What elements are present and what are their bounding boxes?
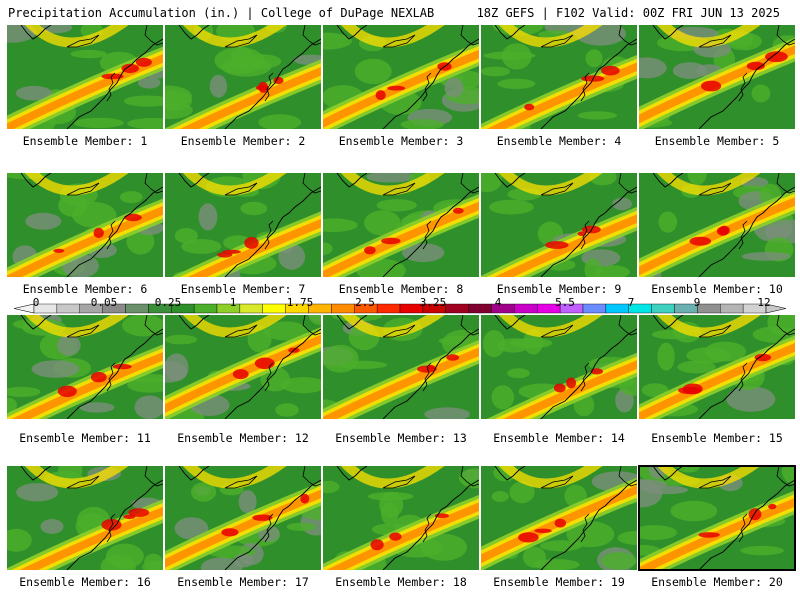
map-title: Precipitation Accumulation (in.) | Colle… <box>8 6 435 20</box>
colorbar-swatch <box>697 303 721 314</box>
precip-map <box>323 25 479 129</box>
ensemble-member-label: Ensemble Member: 7 <box>180 282 306 296</box>
precip-map <box>165 315 321 419</box>
ensemble-member-panel <box>7 315 163 419</box>
colorbar-tick-label: 12 <box>757 296 771 309</box>
precip-map <box>165 173 321 277</box>
colorbar-swatch <box>193 303 218 314</box>
colorbar-tick-label: 1 <box>229 296 237 309</box>
ensemble-member-panel <box>323 315 479 419</box>
precip-map <box>639 466 795 570</box>
colorbar-tick-label: 0.25 <box>154 296 182 309</box>
precip-map <box>7 315 163 419</box>
ensemble-member-label: Ensemble Member: 2 <box>180 134 306 148</box>
precip-map <box>639 25 795 129</box>
ensemble-member-label: Ensemble Member: 11 <box>19 431 151 445</box>
colorbar-tick-label: 7 <box>627 296 635 309</box>
colorbar-swatch <box>720 303 744 314</box>
precip-map <box>323 173 479 277</box>
ensemble-member-label: Ensemble Member: 8 <box>338 282 464 296</box>
colorbar-swatch <box>56 303 80 314</box>
colorbar-tick-label: 0 <box>32 296 40 309</box>
ensemble-member-panel <box>323 173 479 277</box>
colorbar-tick-label: 5.5 <box>555 296 575 309</box>
colorbar-swatch <box>445 303 469 314</box>
precipitation-colorbar <box>13 303 787 314</box>
ensemble-member-panel <box>639 315 795 419</box>
ensemble-member-panel <box>165 173 321 277</box>
colorbar-swatch <box>331 303 355 314</box>
colorbar-right-arrow <box>765 303 787 314</box>
precip-map <box>481 25 637 129</box>
ensemble-member-panel <box>638 465 796 571</box>
colorbar-tick-label: 2.5 <box>355 296 375 309</box>
ensemble-member-label: Ensemble Member: 16 <box>19 575 151 589</box>
precip-map <box>481 173 637 277</box>
ensemble-member-label: Ensemble Member: 15 <box>651 431 783 445</box>
precip-map <box>165 466 321 570</box>
colorbar-swatch <box>582 303 607 314</box>
colorbar-tick-label: 1.75 <box>286 296 314 309</box>
ensemble-member-label: Ensemble Member: 13 <box>335 431 467 445</box>
ensemble-member-panel <box>165 466 321 570</box>
ensemble-member-panel <box>7 173 163 277</box>
ensemble-member-panel <box>7 25 163 129</box>
ensemble-member-panel <box>639 25 795 129</box>
ensemble-member-label: Ensemble Member: 5 <box>654 134 780 148</box>
colorbar-swatch <box>376 303 401 314</box>
precip-map <box>481 315 637 419</box>
precip-map <box>639 315 795 419</box>
colorbar-swatch <box>605 303 629 314</box>
precip-map <box>639 173 795 277</box>
model-valid-time: 18Z GEFS | F102 Valid: 00Z FRI JUN 13 20… <box>476 6 780 20</box>
ensemble-member-panel <box>481 25 637 129</box>
precip-map <box>481 466 637 570</box>
ensemble-member-label: Ensemble Member: 1 <box>22 134 148 148</box>
colorbar-tick-label: 0.05 <box>90 296 118 309</box>
ensemble-member-label: Ensemble Member: 20 <box>651 575 783 589</box>
colorbar-swatch <box>514 303 538 314</box>
colorbar-tick-label: 3.25 <box>419 296 447 309</box>
precip-map <box>323 466 479 570</box>
colorbar-swatch <box>125 303 149 314</box>
colorbar-tick-label: 4 <box>494 296 502 309</box>
ensemble-member-panel <box>639 173 795 277</box>
colorbar-swatch <box>651 303 675 314</box>
ensemble-member-label: Ensemble Member: 4 <box>496 134 622 148</box>
ensemble-member-panel <box>481 315 637 419</box>
colorbar-swatch <box>239 303 263 314</box>
colorbar-swatch <box>468 303 492 314</box>
ensemble-member-label: Ensemble Member: 9 <box>496 282 622 296</box>
ensemble-member-label: Ensemble Member: 17 <box>177 575 309 589</box>
ensemble-member-panel <box>481 173 637 277</box>
ensemble-member-panel <box>7 466 163 570</box>
ensemble-member-panel <box>165 315 321 419</box>
ensemble-member-label: Ensemble Member: 12 <box>177 431 309 445</box>
ensemble-member-label: Ensemble Member: 19 <box>493 575 625 589</box>
colorbar-swatch <box>216 303 241 314</box>
ensemble-member-label: Ensemble Member: 14 <box>493 431 625 445</box>
colorbar-swatch <box>262 303 286 314</box>
precip-map <box>7 466 163 570</box>
precip-map <box>323 315 479 419</box>
ensemble-member-label: Ensemble Member: 18 <box>335 575 467 589</box>
precip-map <box>7 173 163 277</box>
ensemble-member-label: Ensemble Member: 10 <box>651 282 783 296</box>
colorbar-tick-label: 9 <box>693 296 701 309</box>
precip-map <box>7 25 163 129</box>
ensemble-member-label: Ensemble Member: 3 <box>338 134 464 148</box>
ensemble-member-panel <box>481 466 637 570</box>
ensemble-member-panel <box>165 25 321 129</box>
ensemble-member-panel <box>323 25 479 129</box>
ensemble-member-panel <box>323 466 479 570</box>
colorbar-left-arrow <box>13 303 35 314</box>
precip-map <box>165 25 321 129</box>
ensemble-member-label: Ensemble Member: 6 <box>22 282 148 296</box>
